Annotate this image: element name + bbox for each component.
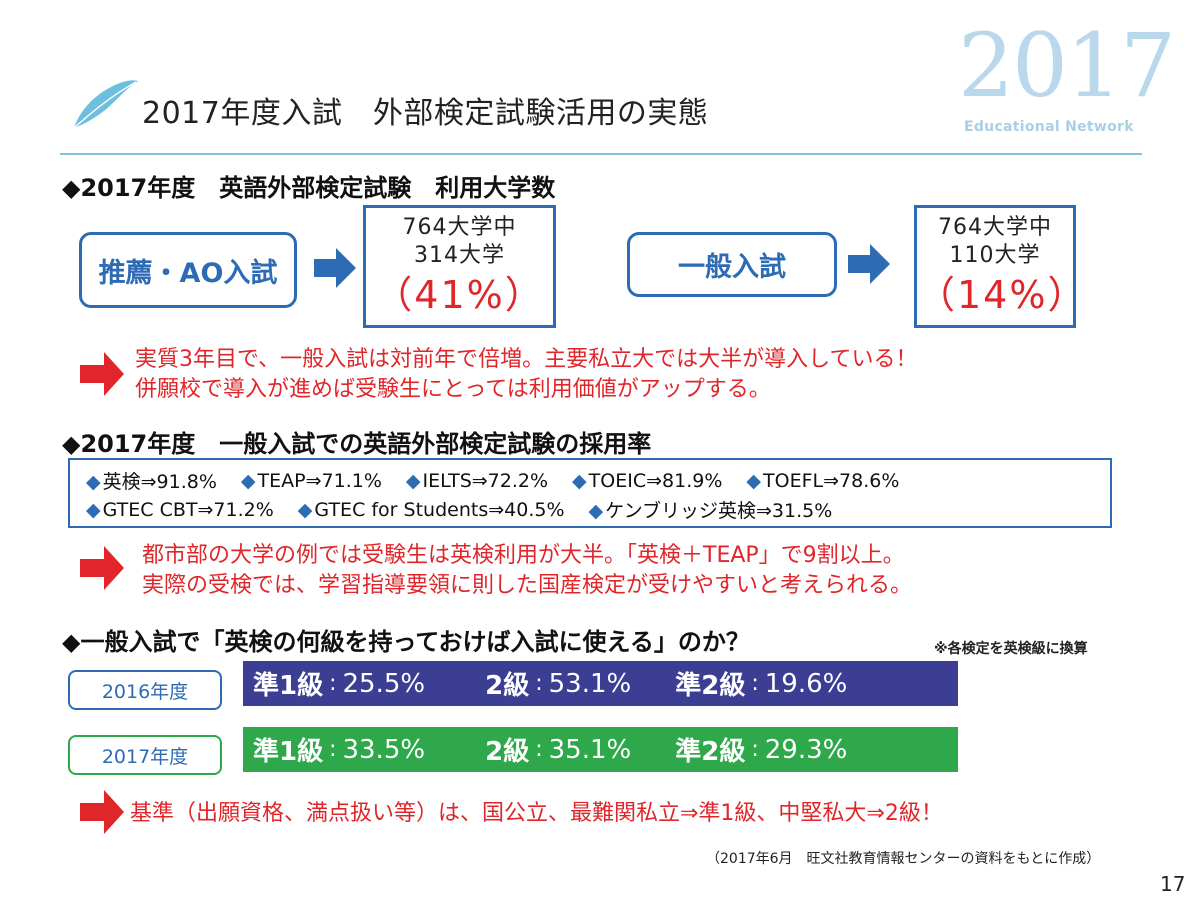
diamond-bullet-icon: ◆: [588, 500, 604, 522]
adoption-rates-row: ◆ 英検⇒91.8% ◆ TEAP⇒71.1% ◆ IELTS⇒72.2% ◆ TOEI…: [86, 466, 1110, 495]
grade-value: 35.1%: [548, 734, 632, 765]
grade-bar-2017: 準1級:33.5% 2級:35.1% 準2級:29.3%: [243, 727, 958, 772]
recommendation-stat-box: 764大学中 314大学 （41%）: [363, 205, 556, 328]
section1-heading: ◆2017年度 英語外部検定試験 利用大学数: [62, 174, 556, 202]
title-divider: [60, 153, 1142, 155]
right-arrow-icon: [80, 352, 124, 396]
grade-value: 33.5%: [342, 734, 426, 765]
grade-name: 準1級: [253, 671, 324, 701]
diamond-bullet-icon: ◆: [405, 469, 421, 492]
adoption-rate-item: ◆ TEAP⇒71.1%: [240, 469, 382, 492]
diamond-bullet-icon: ◆: [572, 469, 587, 492]
grade-name: 準2級: [675, 671, 746, 701]
grade-name: 2級: [485, 671, 530, 701]
feather-icon: [73, 80, 138, 129]
adoption-rate-item: ◆ ケンブリッジ英検⇒31.5%: [588, 500, 833, 522]
section2-heading: ◆2017年度 一般入試での英語外部検定試験の採用率: [62, 430, 652, 458]
section1-comment-line1: 実質3年目で、一般入試は対前年で倍増。主要私立大では大半が導入している！: [135, 347, 918, 372]
adoption-rates-box: ◆ 英検⇒91.8% ◆ TEAP⇒71.1% ◆ IELTS⇒72.2% ◆ TOEI…: [68, 458, 1112, 528]
logo-subtitle: Educational Network: [964, 119, 1134, 135]
grade-value: 19.6%: [764, 668, 848, 699]
adoption-rate-item: ◆ 英検⇒91.8%: [86, 471, 217, 493]
section1-comment-line2: 併願校で導入が進めば受験生にとっては利用価値がアップする。: [135, 377, 771, 402]
conversion-note: ※各検定を英検級に換算: [934, 641, 1088, 657]
diamond-bullet-icon: ◆: [86, 471, 101, 493]
page-title: 2017年度入試 外部検定試験活用の実態: [142, 96, 709, 131]
right-arrow-icon: [314, 248, 356, 288]
diamond-bullet-icon: ◆: [86, 498, 101, 521]
adoption-rate-item: ◆ IELTS⇒72.2%: [405, 469, 549, 492]
section3-heading: ◆一般入試で「英検の何級を持っておけば入試に使える」のか？: [62, 628, 750, 656]
adoption-rate-item: ◆ TOEIC⇒81.9%: [572, 469, 723, 492]
recommendation-count: 314大学: [414, 243, 505, 268]
source-note: （2017年6月 旺文社教育情報センターの資料をもとに作成）: [706, 851, 1101, 867]
adoption-rates-row: ◆ GTEC CBT⇒71.2% ◆ GTEC for Students⇒40.5%…: [86, 495, 1110, 524]
recommendation-total: 764大学中: [402, 215, 517, 240]
grade-value: 53.1%: [548, 668, 632, 699]
grade-name: 準2級: [675, 737, 746, 767]
page-number: 17: [1160, 872, 1186, 896]
general-total: 764大学中: [938, 215, 1052, 240]
general-count: 110大学: [949, 243, 1041, 268]
diamond-bullet-icon: ◆: [297, 498, 313, 521]
right-arrow-icon: [80, 790, 124, 834]
general-exam-box: 一般入試: [627, 232, 837, 297]
diamond-bullet-icon: ◆: [240, 469, 256, 492]
grade-name: 準1級: [253, 737, 324, 767]
logo-year: 2017: [958, 14, 1176, 117]
grade-value: 25.5%: [342, 668, 426, 699]
right-arrow-icon: [80, 546, 124, 590]
general-percent: （14%）: [917, 273, 1088, 317]
recommendation-ao-box: 推薦・AO入試: [79, 232, 297, 308]
general-stat-box: 764大学中 110大学 （14%）: [914, 205, 1088, 328]
adoption-rate-item: ◆ GTEC CBT⇒71.2%: [86, 498, 274, 521]
diamond-bullet-icon: ◆: [746, 469, 762, 492]
section2-comment-line2: 実際の受検では、学習指導要領に則した国産検定が受けやすいと考えられる。: [142, 573, 913, 598]
section3-comment: 基準（出願資格、満点扱い等）は、国公立、最難関私立⇒準1級、中堅私大⇒2級！: [130, 801, 943, 826]
grade-value: 29.3%: [764, 734, 848, 765]
grade-name: 2級: [485, 737, 530, 767]
year-label-2017: 2017年度: [68, 735, 222, 775]
year-label-2016: 2016年度: [68, 670, 222, 710]
section2-comment-line1: 都市部の大学の例では受験生は英検利用が大半。「英検＋TEAP」で9割以上。: [142, 543, 905, 568]
adoption-rate-item: ◆ TOEFL⇒78.6%: [746, 469, 900, 492]
recommendation-percent: （41%）: [374, 273, 545, 317]
right-arrow-icon: [848, 244, 890, 284]
adoption-rate-item: ◆ GTEC for Students⇒40.5%: [297, 498, 565, 521]
grade-bar-2016: 準1級:25.5% 2級:53.1% 準2級:19.6%: [243, 661, 958, 706]
